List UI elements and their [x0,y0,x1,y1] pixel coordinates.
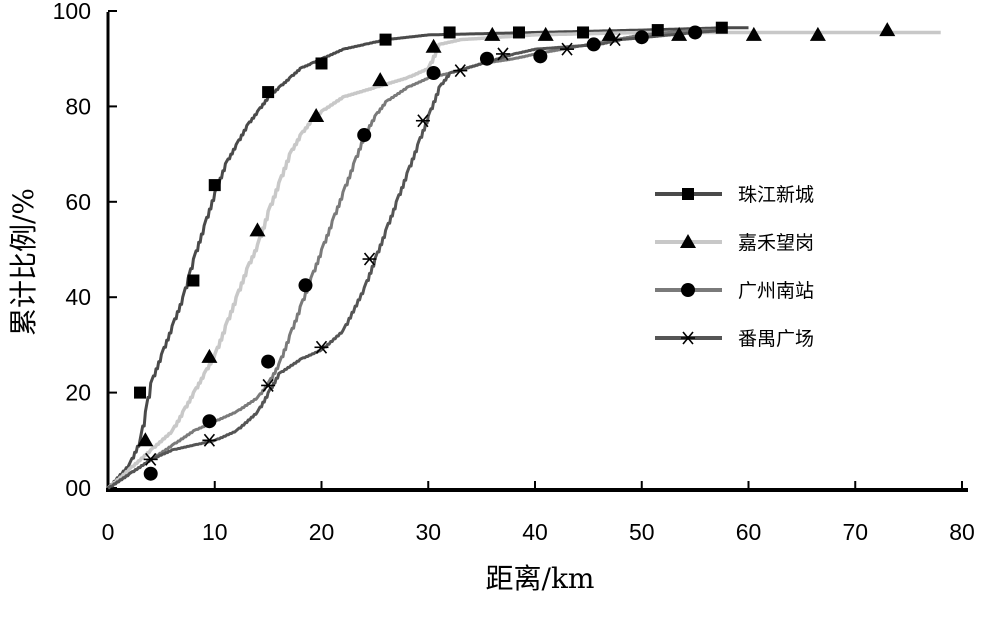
data-point [688,25,703,40]
data-point [495,47,510,61]
x-tick-label: 80 [949,519,975,545]
legend-marker [681,331,695,345]
data-point [314,340,329,354]
y-tick-label: 20 [65,380,91,406]
x-axis-title: 距离/km [486,562,595,595]
data-point [671,26,688,41]
x-tick-label: 50 [629,519,655,545]
data-point [143,452,158,466]
x-tick-label: 60 [736,519,762,545]
data-point [533,49,548,64]
data-point [362,252,377,266]
legend-label: 广州南站 [738,280,814,302]
data-point [809,26,826,41]
data-point [261,378,276,392]
legend-label: 番禺广场 [738,328,814,350]
data-point [443,26,456,39]
data-point [187,274,200,287]
axes [106,12,968,492]
y-tick-label: 80 [65,93,91,119]
data-point [608,33,623,47]
data-point [298,278,313,293]
y-tick-label: 60 [65,189,91,215]
data-point [715,21,728,34]
data-point [262,86,275,99]
x-tick-label: 70 [842,519,868,545]
data-point [879,22,896,37]
data-point [651,24,664,37]
data-point [426,66,441,81]
y-axis-title: 累计比例/% [7,188,40,336]
legend-marker [682,188,694,200]
y-tick-label: 40 [65,284,91,310]
data-point [479,51,494,66]
data-point [560,42,575,56]
data-point [357,128,372,143]
data-point [586,37,601,52]
x-tick-label: 20 [309,519,335,545]
x-tick-label: 10 [202,519,228,545]
data-point [512,26,525,39]
data-point [745,26,762,41]
data-point [134,386,147,399]
data-point [453,64,468,78]
data-point [379,33,392,46]
data-point [202,414,217,429]
series-lines [106,26,941,490]
y-tick-label: 100 [53,0,91,24]
data-point [143,466,158,481]
data-point [415,114,430,128]
legend-marker [681,283,695,297]
series-line [106,30,941,490]
data-point [137,432,154,447]
x-tick-label: 30 [415,519,441,545]
data-point [484,26,501,41]
data-point [308,107,325,122]
data-point [208,179,221,192]
legend-label: 珠江新城 [738,184,814,206]
data-point [201,348,218,363]
series-line [107,28,728,490]
data-point [372,72,389,87]
data-point [634,30,649,45]
data-point [537,26,554,41]
series-line [107,28,728,490]
data-point [249,222,266,237]
data-point [315,57,328,70]
x-tick-label: 0 [102,519,115,545]
legend-marker [680,234,696,248]
series-markers [134,21,896,481]
data-point [577,26,590,39]
legend-label: 嘉禾望岗 [738,232,814,254]
x-tick-label: 40 [522,519,548,545]
y-tick-label: 00 [65,475,91,501]
ticks: 0 10 20 30 40 50 60 70 80 00 20 40 60 80 100 [53,0,975,545]
data-point [261,354,276,369]
data-point [425,38,442,53]
data-point [202,433,217,447]
